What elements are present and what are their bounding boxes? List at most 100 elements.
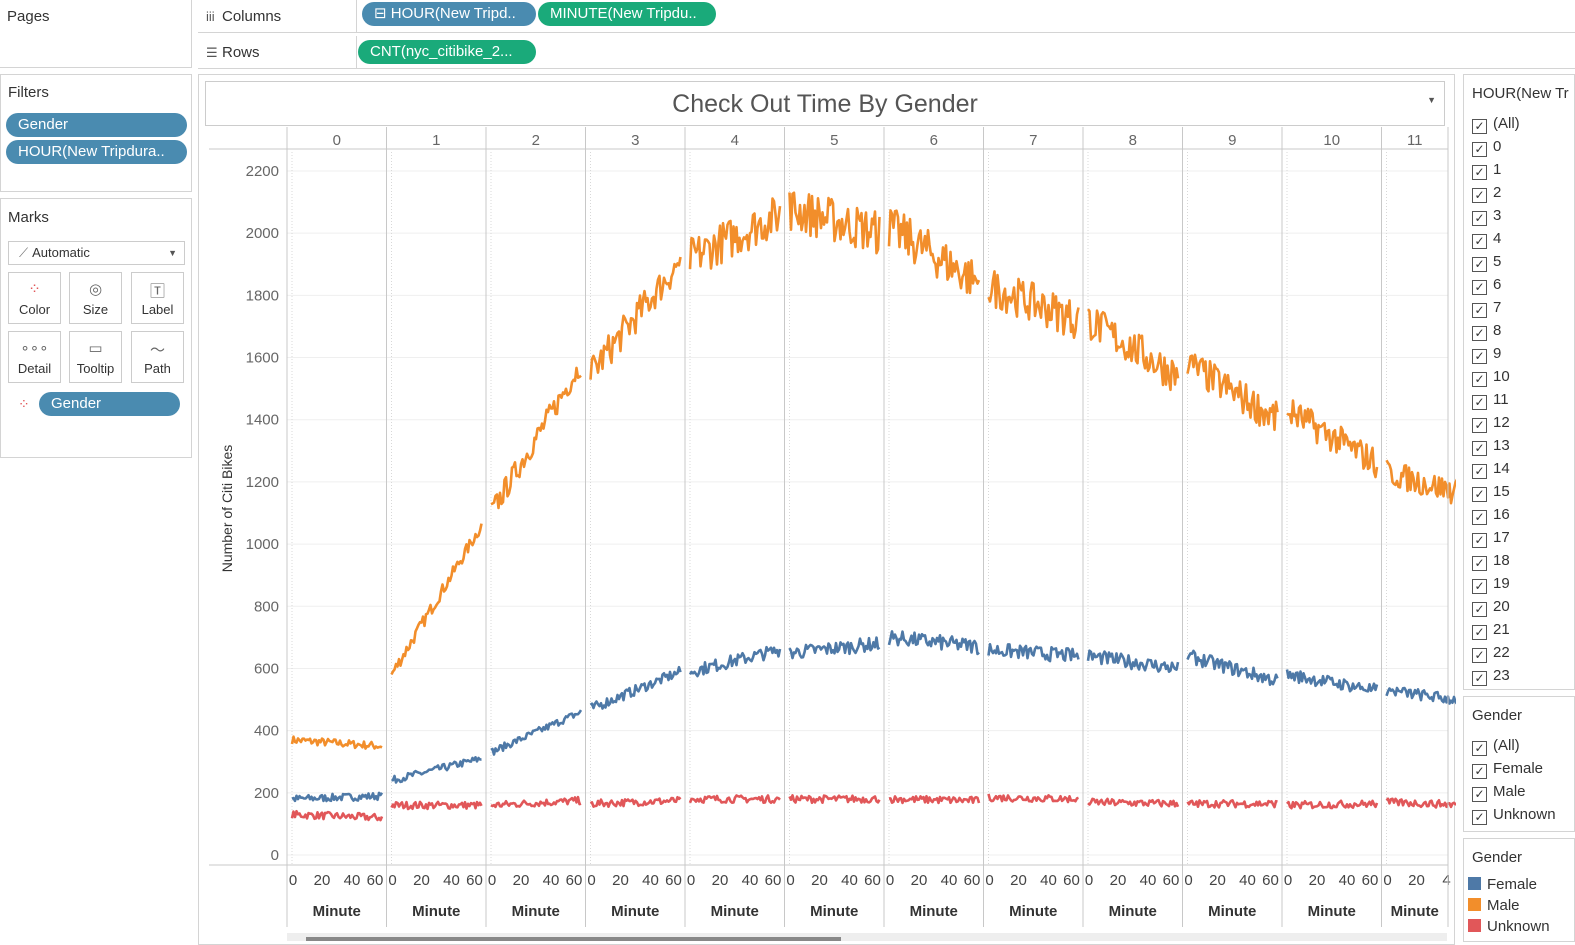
checkbox-checked-icon[interactable]: ✓ bbox=[1472, 142, 1487, 157]
marks-detail-button[interactable]: ∘∘∘ Detail bbox=[8, 331, 61, 383]
checkbox-checked-icon[interactable]: ✓ bbox=[1472, 326, 1487, 341]
filter-pill-gender[interactable]: Gender bbox=[6, 113, 187, 137]
hour-filter-item-19[interactable]: ✓ 18 bbox=[1472, 552, 1510, 571]
checkbox-checked-icon[interactable]: ✓ bbox=[1472, 372, 1487, 387]
series-line-unknown bbox=[987, 793, 1079, 804]
series-line-female bbox=[391, 756, 482, 784]
checkbox-checked-icon[interactable]: ✓ bbox=[1472, 441, 1487, 456]
checkbox-checked-icon[interactable]: ✓ bbox=[1472, 165, 1487, 180]
count-row-pill[interactable]: CNT(nyc_citibike_2... bbox=[358, 40, 536, 64]
mark-type-value: Automatic bbox=[32, 245, 90, 260]
series-line-female bbox=[788, 636, 881, 660]
legend-item-male[interactable]: Male bbox=[1468, 897, 1520, 914]
checkbox-checked-icon[interactable]: ✓ bbox=[1472, 648, 1487, 663]
checkbox-checked-icon[interactable]: ✓ bbox=[1472, 741, 1487, 756]
legend-item-unknown[interactable]: Unknown bbox=[1468, 918, 1550, 935]
checkbox-checked-icon[interactable]: ✓ bbox=[1472, 280, 1487, 295]
rows-icon: ☰ bbox=[206, 45, 218, 60]
checkbox-checked-icon[interactable]: ✓ bbox=[1472, 579, 1487, 594]
hour-filter-item-13[interactable]: ✓ 12 bbox=[1472, 414, 1510, 433]
checkbox-checked-icon[interactable]: ✓ bbox=[1472, 211, 1487, 226]
hour-filter-item-24[interactable]: ✓ 23 bbox=[1472, 667, 1510, 686]
checkbox-checked-icon[interactable]: ✓ bbox=[1472, 257, 1487, 272]
gender-filter-item-0[interactable]: ✓ (All) bbox=[1472, 737, 1520, 756]
marks-label-button[interactable]: 🅃 Label bbox=[131, 272, 184, 324]
minute-column-pill[interactable]: MINUTE(New Tripdu.. bbox=[538, 2, 716, 26]
hour-filter-item-9[interactable]: ✓ 8 bbox=[1472, 322, 1501, 341]
checkbox-checked-icon[interactable]: ✓ bbox=[1472, 810, 1487, 825]
checkbox-checked-icon[interactable]: ✓ bbox=[1472, 395, 1487, 410]
rows-shelf[interactable]: ☰ Rows CNT(nyc_citibike_2... bbox=[198, 36, 1575, 69]
checkbox-checked-icon[interactable]: ✓ bbox=[1472, 671, 1487, 686]
x-tick-label: 60 bbox=[964, 872, 981, 889]
hour-column-pill[interactable]: ⊟ HOUR(New Tripd.. bbox=[362, 2, 536, 26]
hour-filter-item-4[interactable]: ✓ 3 bbox=[1472, 207, 1501, 226]
hour-filter-item-10[interactable]: ✓ 9 bbox=[1472, 345, 1501, 364]
hour-filter-item-2[interactable]: ✓ 1 bbox=[1472, 161, 1501, 180]
checkbox-checked-icon[interactable]: ✓ bbox=[1472, 119, 1487, 134]
color-field-pill[interactable]: Gender bbox=[39, 392, 180, 416]
mark-type-dropdown[interactable]: ⟋ Automatic ▼ bbox=[8, 241, 185, 265]
hour-filter-item-1[interactable]: ✓ 0 bbox=[1472, 138, 1501, 157]
hour-filter-item-5[interactable]: ✓ 4 bbox=[1472, 230, 1501, 249]
x-tick-label: 20 bbox=[1110, 872, 1127, 889]
marks-size-button[interactable]: ◎ Size bbox=[69, 272, 122, 324]
checkbox-checked-icon[interactable]: ✓ bbox=[1472, 510, 1487, 525]
hour-filter-item-8[interactable]: ✓ 7 bbox=[1472, 299, 1501, 318]
checkbox-checked-icon[interactable]: ✓ bbox=[1472, 787, 1487, 802]
panel-header-label: 2 bbox=[532, 132, 540, 149]
checkbox-checked-icon[interactable]: ✓ bbox=[1472, 487, 1487, 502]
checkbox-checked-icon[interactable]: ✓ bbox=[1472, 349, 1487, 364]
x-tick-label: 60 bbox=[864, 872, 881, 889]
y-tick-label: 200 bbox=[254, 785, 279, 802]
hour-filter-item-15[interactable]: ✓ 14 bbox=[1472, 460, 1510, 479]
gender-filter-item-1[interactable]: ✓ Female bbox=[1472, 760, 1543, 779]
hour-filter-item-21[interactable]: ✓ 20 bbox=[1472, 598, 1510, 617]
gender-filter-item-3[interactable]: ✓ Unknown bbox=[1472, 806, 1556, 825]
marks-path-button[interactable]: 〜 Path bbox=[131, 331, 184, 383]
checkbox-checked-icon[interactable]: ✓ bbox=[1472, 625, 1487, 640]
checkbox-checked-icon[interactable]: ✓ bbox=[1472, 556, 1487, 571]
checkbox-checked-icon[interactable]: ✓ bbox=[1472, 418, 1487, 433]
hour-filter-item-7[interactable]: ✓ 6 bbox=[1472, 276, 1501, 295]
marks-color-button[interactable]: ⁘ Color bbox=[8, 272, 61, 324]
hour-filter-item-16[interactable]: ✓ 15 bbox=[1472, 483, 1510, 502]
gender-filter-title: Gender bbox=[1472, 707, 1523, 724]
hour-filter-item-20[interactable]: ✓ 19 bbox=[1472, 575, 1510, 594]
size-icon: ◎ bbox=[88, 281, 103, 298]
checkbox-checked-icon[interactable]: ✓ bbox=[1472, 764, 1487, 779]
hour-filter-item-3[interactable]: ✓ 2 bbox=[1472, 184, 1501, 203]
horizontal-scrollbar-thumb bbox=[306, 937, 841, 941]
columns-shelf[interactable]: iii Columns ⊟ HOUR(New Tripd.. MINUTE(New… bbox=[198, 0, 1575, 33]
checkbox-checked-icon[interactable]: ✓ bbox=[1472, 303, 1487, 318]
hour-filter-item-12[interactable]: ✓ 11 bbox=[1472, 391, 1509, 410]
checkbox-checked-icon[interactable]: ✓ bbox=[1472, 464, 1487, 479]
x-tick-label: 20 bbox=[314, 872, 331, 889]
x-tick-label: 0 bbox=[886, 872, 894, 889]
checkbox-checked-icon[interactable]: ✓ bbox=[1472, 533, 1487, 548]
hour-filter-item-11[interactable]: ✓ 10 bbox=[1472, 368, 1510, 387]
gender-filter-item-2[interactable]: ✓ Male bbox=[1472, 783, 1526, 802]
hour-filter-item-14[interactable]: ✓ 13 bbox=[1472, 437, 1510, 456]
hour-filter-item-23[interactable]: ✓ 22 bbox=[1472, 644, 1510, 663]
hour-filter-item-6[interactable]: ✓ 5 bbox=[1472, 253, 1501, 272]
horizontal-scrollbar-track bbox=[287, 933, 1447, 941]
marks-tooltip-button[interactable]: ▭ Tooltip bbox=[69, 331, 122, 383]
hour-filter-item-22[interactable]: ✓ 21 bbox=[1472, 621, 1510, 640]
title-menu-chevron-icon[interactable]: ▼ bbox=[1427, 95, 1436, 105]
hour-filter-item-17[interactable]: ✓ 16 bbox=[1472, 506, 1510, 525]
x-tick-label: 20 bbox=[712, 872, 729, 889]
legend-item-female[interactable]: Female bbox=[1468, 876, 1537, 893]
filter-pill-hour[interactable]: HOUR(New Tripdura.. bbox=[6, 140, 187, 164]
series-line-unknown bbox=[589, 795, 682, 808]
checkbox-checked-icon[interactable]: ✓ bbox=[1472, 234, 1487, 249]
series-line-male bbox=[290, 735, 383, 750]
x-tick-label: 40 bbox=[344, 872, 361, 889]
hour-filter-item-0[interactable]: ✓ (All) bbox=[1472, 115, 1520, 134]
series-line-male bbox=[887, 209, 981, 295]
hour-filter-item-18[interactable]: ✓ 17 bbox=[1472, 529, 1510, 548]
gender-filter-item-label: (All) bbox=[1493, 737, 1520, 754]
checkbox-checked-icon[interactable]: ✓ bbox=[1472, 188, 1487, 203]
x-tick-label: 20 bbox=[811, 872, 828, 889]
checkbox-checked-icon[interactable]: ✓ bbox=[1472, 602, 1487, 617]
